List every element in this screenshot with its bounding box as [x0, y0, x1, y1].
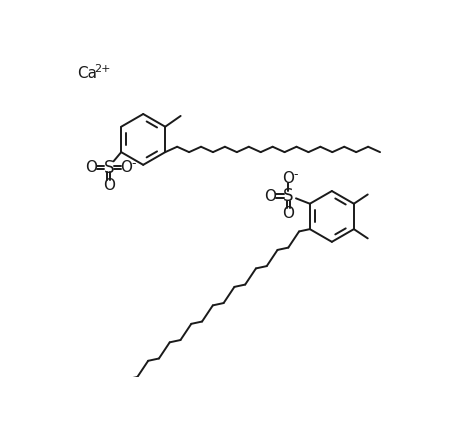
Text: O: O: [85, 160, 97, 175]
Text: O: O: [265, 189, 276, 204]
Text: S: S: [283, 187, 293, 205]
Text: O: O: [121, 160, 133, 175]
Text: O: O: [103, 178, 115, 193]
Text: 2+: 2+: [94, 64, 110, 74]
Text: -: -: [293, 168, 298, 181]
Text: O: O: [282, 171, 294, 186]
Text: S: S: [104, 159, 114, 176]
Text: O: O: [282, 206, 294, 221]
Text: -: -: [131, 157, 136, 170]
Text: Ca: Ca: [77, 66, 97, 81]
